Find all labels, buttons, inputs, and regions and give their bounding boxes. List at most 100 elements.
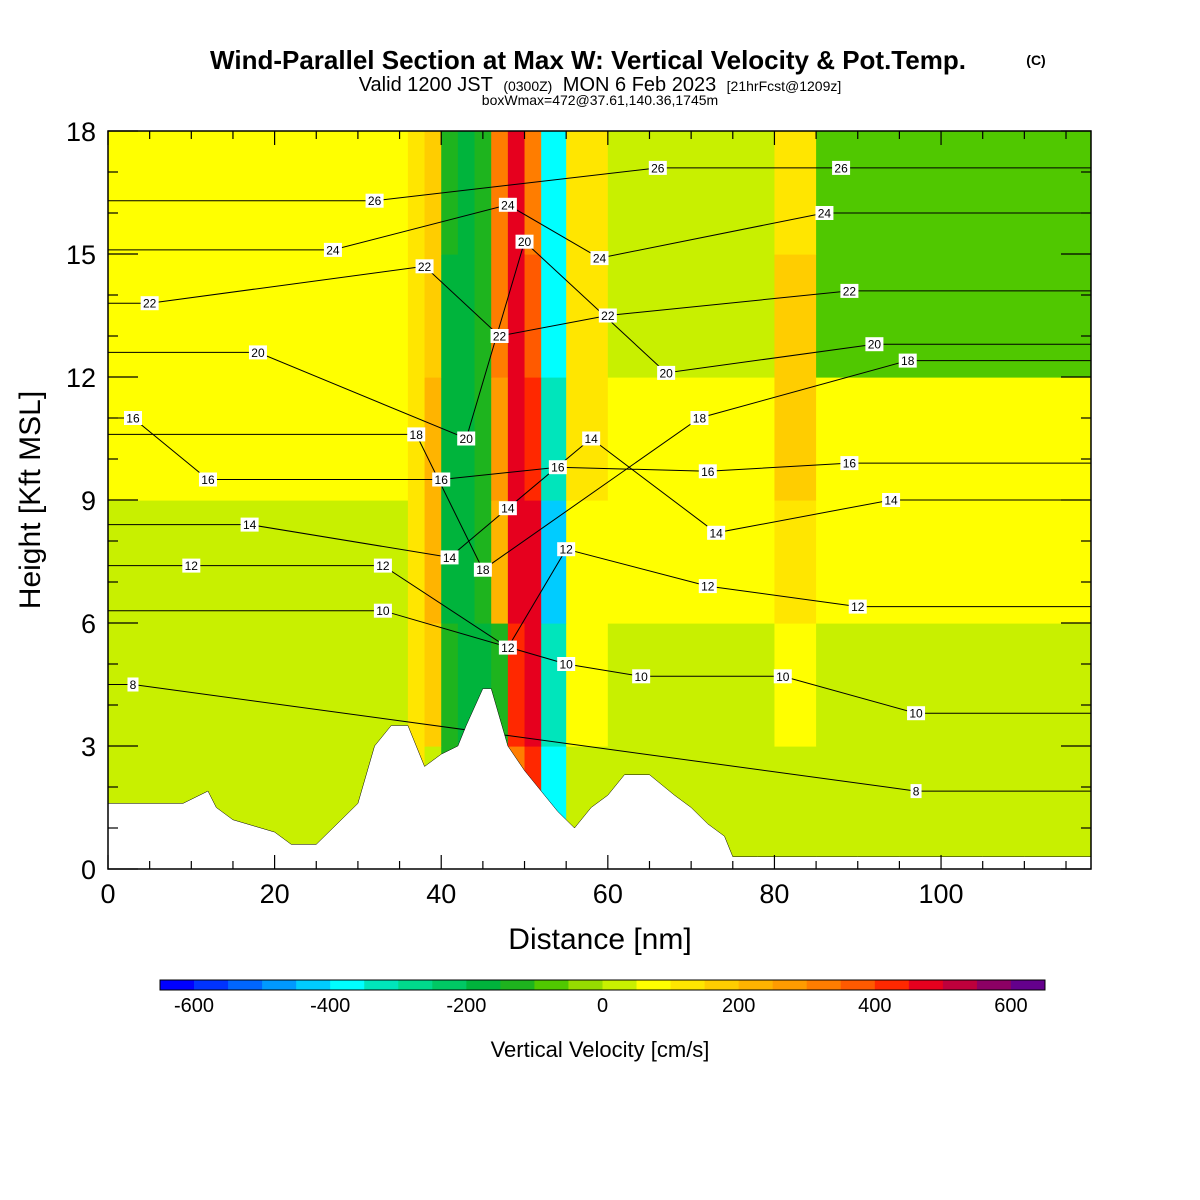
- svg-text:10: 10: [909, 707, 923, 721]
- svg-text:18: 18: [901, 354, 915, 368]
- isentrope-label: 14: [240, 517, 259, 532]
- isentrope-label: 16: [123, 411, 142, 426]
- isentrope-label: 24: [590, 251, 609, 266]
- velocity-cell: [507, 377, 526, 501]
- velocity-cell: [524, 623, 542, 747]
- isentrope-label: 12: [557, 542, 576, 557]
- svg-text:10: 10: [634, 670, 648, 684]
- svg-text:18: 18: [476, 563, 490, 577]
- velocity-cell: [474, 131, 492, 255]
- isentrope-label: 14: [882, 493, 901, 508]
- x-tick-label: 80: [759, 879, 789, 909]
- velocity-cell: [774, 623, 817, 747]
- colorbar-tick-label: -600: [174, 995, 214, 1017]
- velocity-cell: [816, 131, 1091, 255]
- svg-text:24: 24: [818, 207, 832, 221]
- colorbar-swatch: [500, 980, 535, 990]
- forecast-info: [21hrFcst@1209z]: [727, 78, 842, 94]
- isentrope-label: 16: [198, 472, 217, 487]
- colorbar-swatch: [840, 980, 876, 990]
- isentrope-label: 12: [373, 558, 392, 573]
- isentrope-label: 24: [815, 206, 834, 221]
- velocity-cell: [424, 623, 442, 747]
- valid-prefix: Valid 1200 JST: [359, 74, 493, 96]
- svg-text:12: 12: [376, 559, 390, 573]
- isentrope-label: 18: [473, 562, 492, 577]
- svg-text:22: 22: [493, 330, 507, 344]
- isentrope-label: 20: [248, 345, 267, 360]
- velocity-cell: [457, 131, 476, 255]
- velocity-cell: [407, 500, 426, 624]
- x-axis: 0 20 40 60 80 100: [100, 131, 1067, 909]
- velocity-cell: [507, 254, 526, 378]
- y-tick-label: 0: [81, 855, 96, 885]
- velocity-cell: [541, 377, 567, 501]
- svg-text:10: 10: [376, 604, 390, 618]
- box-wmax-info: boxWmax=472@37.61,140.36,1745m: [482, 92, 718, 108]
- colorbar-tick-label: -200: [446, 995, 486, 1017]
- x-tick-label: 100: [919, 879, 964, 909]
- velocity-cell: [491, 254, 509, 378]
- colorbar-swatch: [874, 980, 910, 990]
- colorbar-swatch: [330, 980, 365, 990]
- colorbar-tick-label: 600: [994, 995, 1027, 1017]
- colorbar-swatch: [976, 980, 1012, 990]
- isentrope-label: 18: [898, 353, 917, 368]
- isentrope-label: 26: [365, 193, 384, 208]
- isentrope-line: [108, 548, 1091, 649]
- velocity-cell: [566, 500, 609, 624]
- svg-text:16: 16: [201, 473, 215, 487]
- colorbar-swatch: [228, 980, 263, 990]
- y-tick-label: 6: [81, 609, 96, 639]
- colorbar-swatch: [534, 980, 569, 990]
- isentrope-label: 26: [648, 160, 667, 175]
- svg-text:12: 12: [501, 641, 515, 655]
- velocity-cell: [441, 377, 459, 501]
- svg-text:24: 24: [326, 243, 340, 257]
- isentrope-line: [108, 417, 1091, 480]
- colorbar-swatch: [670, 980, 706, 990]
- isentrope-line: [108, 204, 1091, 259]
- colorbar-swatch: [636, 980, 671, 990]
- isentrope-label: 8: [910, 784, 922, 799]
- svg-text:14: 14: [243, 518, 257, 532]
- svg-text:22: 22: [601, 309, 615, 323]
- colorbar-swatch: [806, 980, 842, 990]
- velocity-cell: [816, 623, 1091, 747]
- velocity-cell: [457, 254, 476, 378]
- svg-text:14: 14: [709, 526, 723, 540]
- colorbar-swatch: [432, 980, 467, 990]
- velocity-cell: [816, 746, 1091, 869]
- velocity-cell: [507, 500, 526, 624]
- svg-text:20: 20: [518, 235, 532, 249]
- x-tick-label: 0: [100, 879, 115, 909]
- velocity-cell: [474, 377, 492, 501]
- velocity-cell: [607, 623, 776, 747]
- velocity-cell: [424, 254, 442, 378]
- svg-text:22: 22: [418, 260, 432, 274]
- velocity-cell: [407, 623, 426, 747]
- isentrope-label: 18: [690, 411, 709, 426]
- y-tick-label: 18: [66, 117, 96, 147]
- svg-text:16: 16: [435, 473, 449, 487]
- velocity-cell: [108, 623, 409, 747]
- isentrope-label: 8: [127, 677, 139, 692]
- isentrope-label: 20: [865, 337, 884, 352]
- svg-text:20: 20: [460, 432, 474, 446]
- valid-date: MON 6 Feb 2023: [563, 74, 716, 96]
- velocity-cell: [566, 131, 609, 255]
- isentrope-label: 10: [907, 706, 926, 721]
- svg-text:16: 16: [843, 457, 857, 471]
- colorbar-swatch: [466, 980, 501, 990]
- colorbar-swatch: [942, 980, 978, 990]
- svg-text:8: 8: [130, 678, 137, 692]
- colorbar-swatch: [194, 980, 229, 990]
- svg-text:22: 22: [143, 297, 157, 311]
- svg-text:26: 26: [834, 161, 848, 175]
- velocity-cell: [424, 377, 442, 501]
- isentrope-label: 20: [457, 431, 476, 446]
- y-axis: 0 3 6 9 12 15 18: [66, 117, 1091, 885]
- colorbar-tick-label: 200: [722, 995, 755, 1017]
- plot-area: 8 8 10 10 10 10 10 12 12 12 12 12 12 14 14 14 14 14 14 16 16…: [108, 131, 1091, 869]
